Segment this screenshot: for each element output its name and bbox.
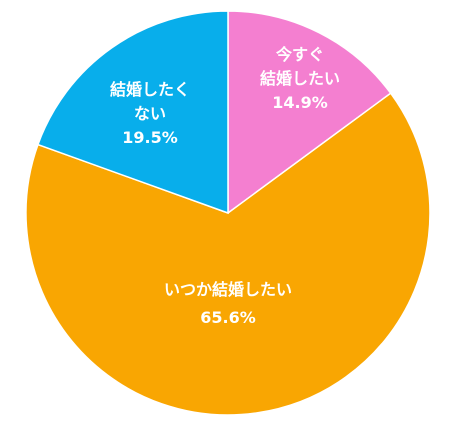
slice-value-label: 14.9% xyxy=(272,93,328,112)
slice-category-label: いつか結婚したい xyxy=(164,280,292,299)
slice-category-label: ない xyxy=(134,104,166,123)
slice-category-label: 結婚したい xyxy=(260,69,340,88)
pie-slices xyxy=(25,10,431,416)
slice-shitakunai xyxy=(36,10,229,215)
slice-category-label: 今すぐ xyxy=(275,45,324,64)
slice-category-label: 結婚したく xyxy=(110,80,190,99)
slice-value-label: 19.5% xyxy=(122,128,178,147)
slice-sugu xyxy=(227,10,392,215)
slice-value-label: 65.6% xyxy=(200,308,256,327)
slice-itsuka xyxy=(25,92,431,416)
